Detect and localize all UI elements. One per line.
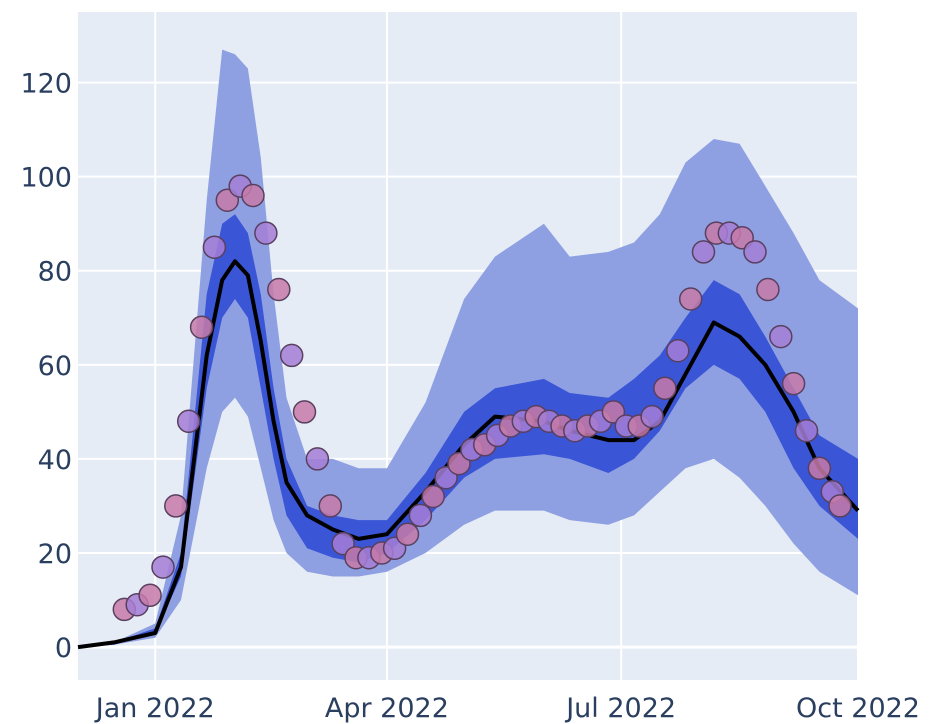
y-tick-label-4: 80 [38,257,72,288]
observed-point-10 [241,183,265,208]
observed-point-14 [292,400,317,424]
observed-point-42 [653,376,677,401]
y-tick-label-3: 60 [38,351,72,382]
inner-interval-band [78,214,858,648]
observed-point-16 [318,494,343,518]
x-tick-label-1: Jan 2022 [94,693,215,724]
observed-point-6 [189,315,214,339]
observed-point-22 [395,522,420,546]
observed-point-43 [666,338,690,363]
observed-point-56 [828,494,852,518]
observed-point-4 [164,494,188,518]
y-tick-label-2: 40 [38,445,72,476]
observed-point-51 [769,324,793,349]
observed-point-11 [254,221,278,245]
observed-point-23 [408,503,433,528]
y-tick-label-5: 100 [20,163,72,194]
line-layer [77,259,860,650]
observed-point-2 [138,583,162,608]
observed-point-45 [691,240,716,264]
observed-point-41 [640,404,664,429]
observed-point-5 [176,409,201,434]
observed-point-3 [151,555,175,579]
x-tick-label-4: Oct 2022 [796,693,920,724]
band-layer [78,49,858,648]
observed-point-52 [781,371,806,396]
y-tick-label-1: 20 [38,539,72,570]
observed-point-49 [743,240,767,264]
x-tick-label-2: Apr 2022 [325,693,449,724]
observed-point-50 [756,277,780,302]
observed-point-7 [202,235,227,259]
observed-point-24 [421,484,445,509]
y-axis-ticks: 0 20 40 60 80 100 120 [20,69,72,665]
observed-point-12 [267,277,291,302]
marker-layer [112,174,852,622]
observed-point-44 [678,287,703,311]
median-line [77,259,860,650]
y-tick-label-6: 120 [20,69,72,100]
y-tick-label-0: 0 [55,633,72,664]
observed-point-53 [794,418,819,443]
outer-interval-band [78,49,858,648]
observed-point-13 [279,343,304,368]
observed-point-54 [807,456,832,481]
x-tick-label-3: Jul 2022 [564,693,676,724]
observed-point-15 [305,447,330,471]
